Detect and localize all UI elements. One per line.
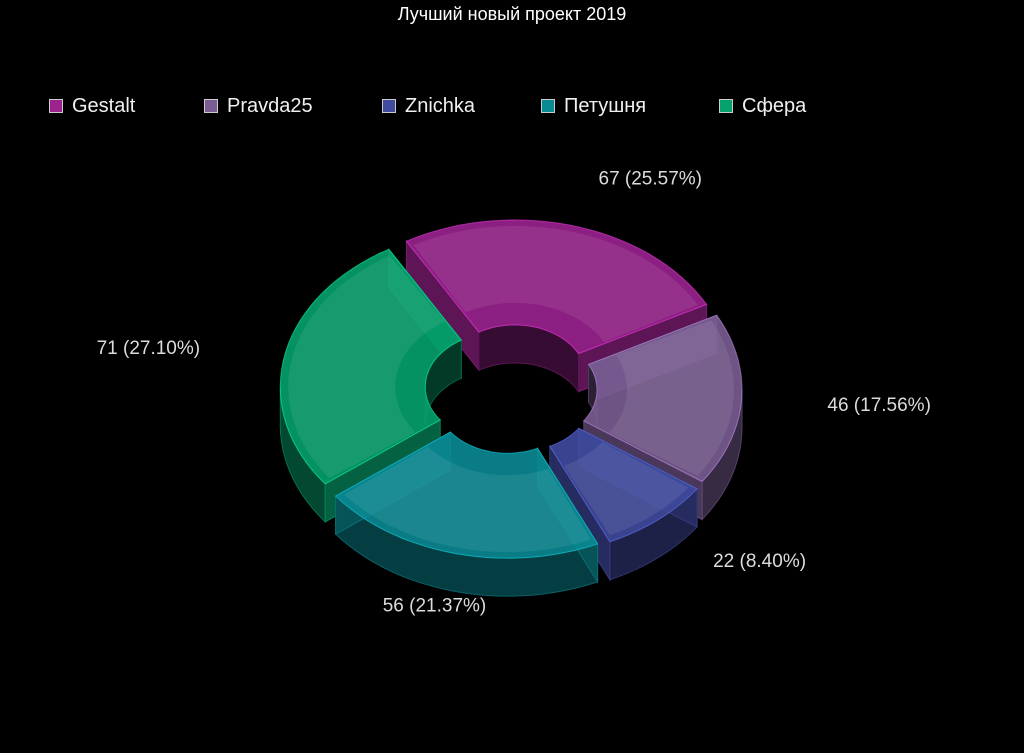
legend-item-petushnya[interactable]: Петушня <box>541 93 646 119</box>
legend-swatch-petushnya <box>541 99 555 113</box>
pie-slice-top-0 <box>405 219 708 355</box>
pie-slice-3[interactable] <box>334 431 599 597</box>
pie-data-label-4: 71 (27.10%) <box>97 338 201 359</box>
pie-slice-top-3 <box>334 431 599 559</box>
pie-data-label-2: 22 (8.40%) <box>713 551 806 572</box>
pie-slice-1[interactable] <box>583 314 743 521</box>
pie-slice-sheen-0 <box>413 225 698 343</box>
chart-title: Лучший новый проект 2019 <box>397 4 627 24</box>
legend-swatch-znichka <box>382 99 396 113</box>
pie-slice-sheen-2 <box>563 442 689 536</box>
legend-item-gestalt[interactable]: Gestalt <box>49 93 135 119</box>
pie-slice-top-1 <box>583 314 743 483</box>
legend-item-znichka[interactable]: Znichka <box>382 93 475 119</box>
pie-slice-2[interactable] <box>549 427 698 582</box>
legend-swatch-gestalt <box>49 99 63 113</box>
legend-label-pravda25: Pravda25 <box>227 94 313 117</box>
pie-slice-sheen-1 <box>609 320 734 476</box>
pie-slice-sheen-4 <box>288 255 445 479</box>
pie-data-label-0: 67 (25.57%) <box>599 169 703 190</box>
pie-data-label-1: 46 (17.56%) <box>827 395 931 416</box>
legend-label-petushnya: Петушня <box>564 94 647 117</box>
pie-slice-sheen-3 <box>344 446 591 553</box>
legend-label-gestalt: Gestalt <box>72 94 136 117</box>
pie-slice-4[interactable] <box>279 247 463 524</box>
pie-slice-top-4 <box>279 248 463 485</box>
legend-swatch-pravda25 <box>204 99 218 113</box>
pie-slice-top-2 <box>549 427 698 543</box>
legend-swatch-sfera <box>719 99 733 113</box>
legend-label-sfera: Сфера <box>742 94 807 117</box>
pie-data-label-3: 56 (21.37%) <box>383 596 487 617</box>
legend-label-znichka: Znichka <box>405 94 476 117</box>
legend-item-pravda25[interactable]: Pravda25 <box>204 93 313 119</box>
legend-item-sfera[interactable]: Сфера <box>719 93 806 119</box>
